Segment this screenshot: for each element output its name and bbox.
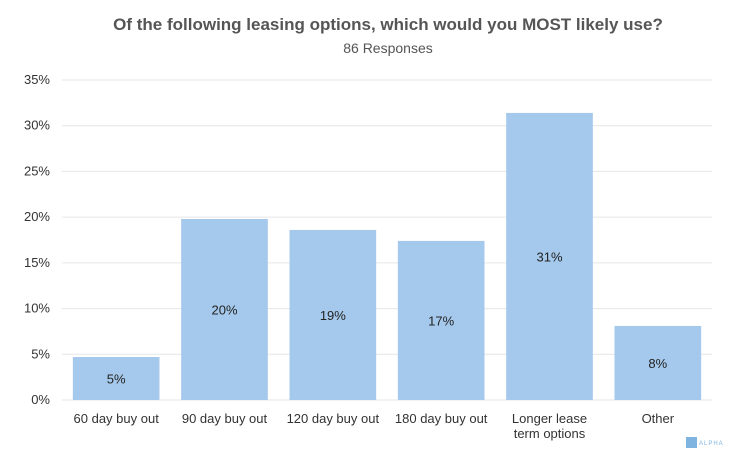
bar [72, 357, 160, 400]
x-tick-label-line: 60 day buy out [74, 411, 160, 426]
bars [72, 112, 702, 401]
x-tick-label-line: 90 day buy out [182, 411, 268, 426]
y-tick-label: 35% [24, 72, 50, 87]
x-tick-label: 90 day buy out [182, 411, 268, 426]
x-tick-label-line: Longer lease [512, 411, 587, 426]
chart-subtitle: 86 Responses [343, 40, 433, 56]
x-tick-label-line: 180 day buy out [395, 411, 488, 426]
y-tick-label: 15% [24, 255, 50, 270]
data-label: 17% [428, 313, 454, 328]
bar [181, 218, 268, 400]
data-label: 20% [211, 302, 237, 317]
bar [397, 240, 485, 400]
data-label: 5% [107, 372, 126, 387]
alpha-logo: ALPHA [686, 437, 724, 448]
y-tick-label: 20% [24, 209, 50, 224]
y-tick-label: 0% [31, 392, 50, 407]
x-tick-label: 120 day buy out [287, 411, 380, 426]
logo-text: ALPHA [699, 441, 724, 447]
x-tick-label-line: Other [642, 411, 675, 426]
x-tick-label-line: term options [514, 426, 586, 441]
bar [506, 112, 593, 401]
x-tick-label-line: 120 day buy out [287, 411, 380, 426]
data-label: 8% [648, 356, 667, 371]
x-axis: 60 day buy out 90 day buy out 120 day buy … [74, 411, 675, 441]
data-labels: 5% 20% 19% 17% 31% 8% [107, 249, 668, 386]
y-tick-label: 5% [31, 346, 50, 361]
bar [614, 325, 702, 400]
y-tick-label: 25% [24, 163, 50, 178]
x-tick-label: Longer lease term options [512, 411, 587, 441]
x-tick-label: Other [642, 411, 675, 426]
y-tick-label: 10% [24, 301, 50, 316]
y-tick-label: 30% [24, 118, 50, 133]
data-label: 19% [320, 308, 346, 323]
chart-title: Of the following leasing options, which … [113, 15, 663, 34]
data-label: 31% [536, 249, 562, 264]
y-axis: 0% 5% 10% 15% 20% 25% 30% 35% [24, 72, 50, 407]
bar [289, 229, 377, 400]
logo-mark-icon [686, 437, 697, 448]
x-tick-label: 60 day buy out [74, 411, 160, 426]
gridlines [62, 79, 712, 401]
x-tick-label: 180 day buy out [395, 411, 488, 426]
